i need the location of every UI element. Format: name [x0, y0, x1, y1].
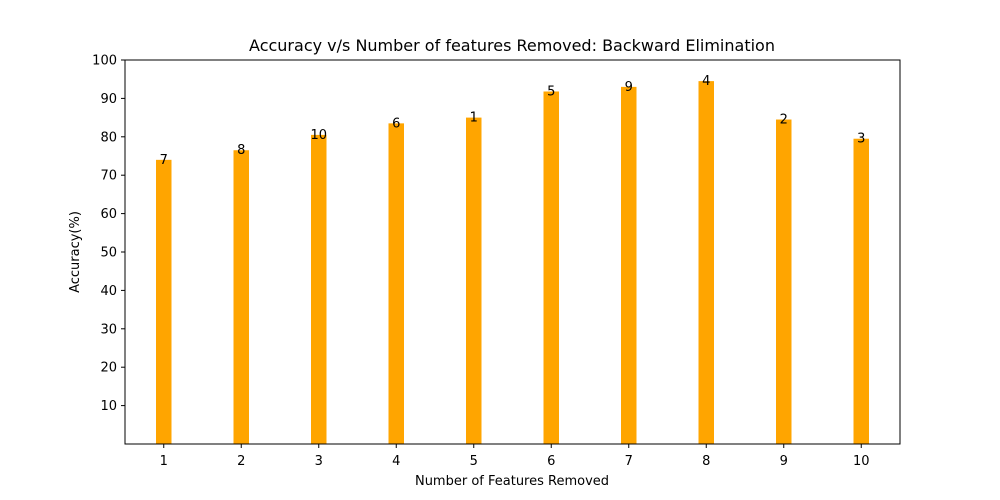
x-axis-label: Number of Features Removed [415, 474, 609, 489]
bar-label: 2 [780, 113, 788, 128]
bar-label: 6 [392, 116, 400, 131]
x-tick-label: 8 [702, 454, 710, 469]
y-tick-label: 70 [100, 169, 117, 184]
bar [853, 138, 869, 444]
bar [233, 150, 249, 445]
y-tick-label: 60 [100, 207, 117, 222]
x-tick-label: 9 [780, 454, 788, 469]
x-axis: 1 2 3 4 5 6 7 8 9 10 [160, 444, 870, 469]
bar-label: 4 [702, 74, 710, 89]
bar [776, 119, 792, 445]
y-tick-label: 40 [100, 284, 117, 299]
bar [388, 123, 404, 445]
bar-label: 7 [160, 153, 168, 168]
y-tick-label: 80 [100, 130, 117, 145]
x-tick-label: 1 [160, 454, 168, 469]
bar-label: 8 [237, 143, 245, 158]
y-tick-label: 100 [92, 54, 117, 69]
bar [466, 117, 482, 444]
x-tick-label: 3 [315, 454, 323, 469]
bar-label: 9 [625, 80, 633, 95]
bar-label: 1 [470, 111, 478, 126]
bar-label: 5 [547, 84, 555, 99]
bar [311, 134, 327, 444]
y-axis: 10 20 30 40 50 60 70 80 90 100 [92, 54, 125, 414]
bar [156, 159, 172, 444]
x-tick-label: 4 [392, 454, 400, 469]
bar [543, 91, 559, 444]
x-tick-label: 2 [237, 454, 245, 469]
plot-area: 7 8 10 6 1 5 9 4 2 3 [124, 59, 901, 445]
x-tick-label: 7 [625, 454, 633, 469]
y-tick-label: 10 [100, 399, 117, 414]
x-tick-label: 10 [853, 454, 870, 469]
x-tick-label: 5 [470, 454, 478, 469]
x-tick-label: 6 [547, 454, 555, 469]
bar [698, 81, 714, 445]
bar-label: 10 [310, 128, 327, 143]
y-tick-label: 20 [100, 361, 117, 376]
chart-title: Accuracy v/s Number of features Removed:… [249, 36, 775, 55]
y-axis-label: Accuracy(%) [68, 211, 83, 293]
bar [621, 86, 637, 444]
bar-label: 3 [857, 132, 865, 147]
y-tick-label: 30 [100, 322, 117, 337]
y-tick-label: 90 [100, 92, 117, 107]
y-tick-label: 50 [100, 246, 117, 261]
